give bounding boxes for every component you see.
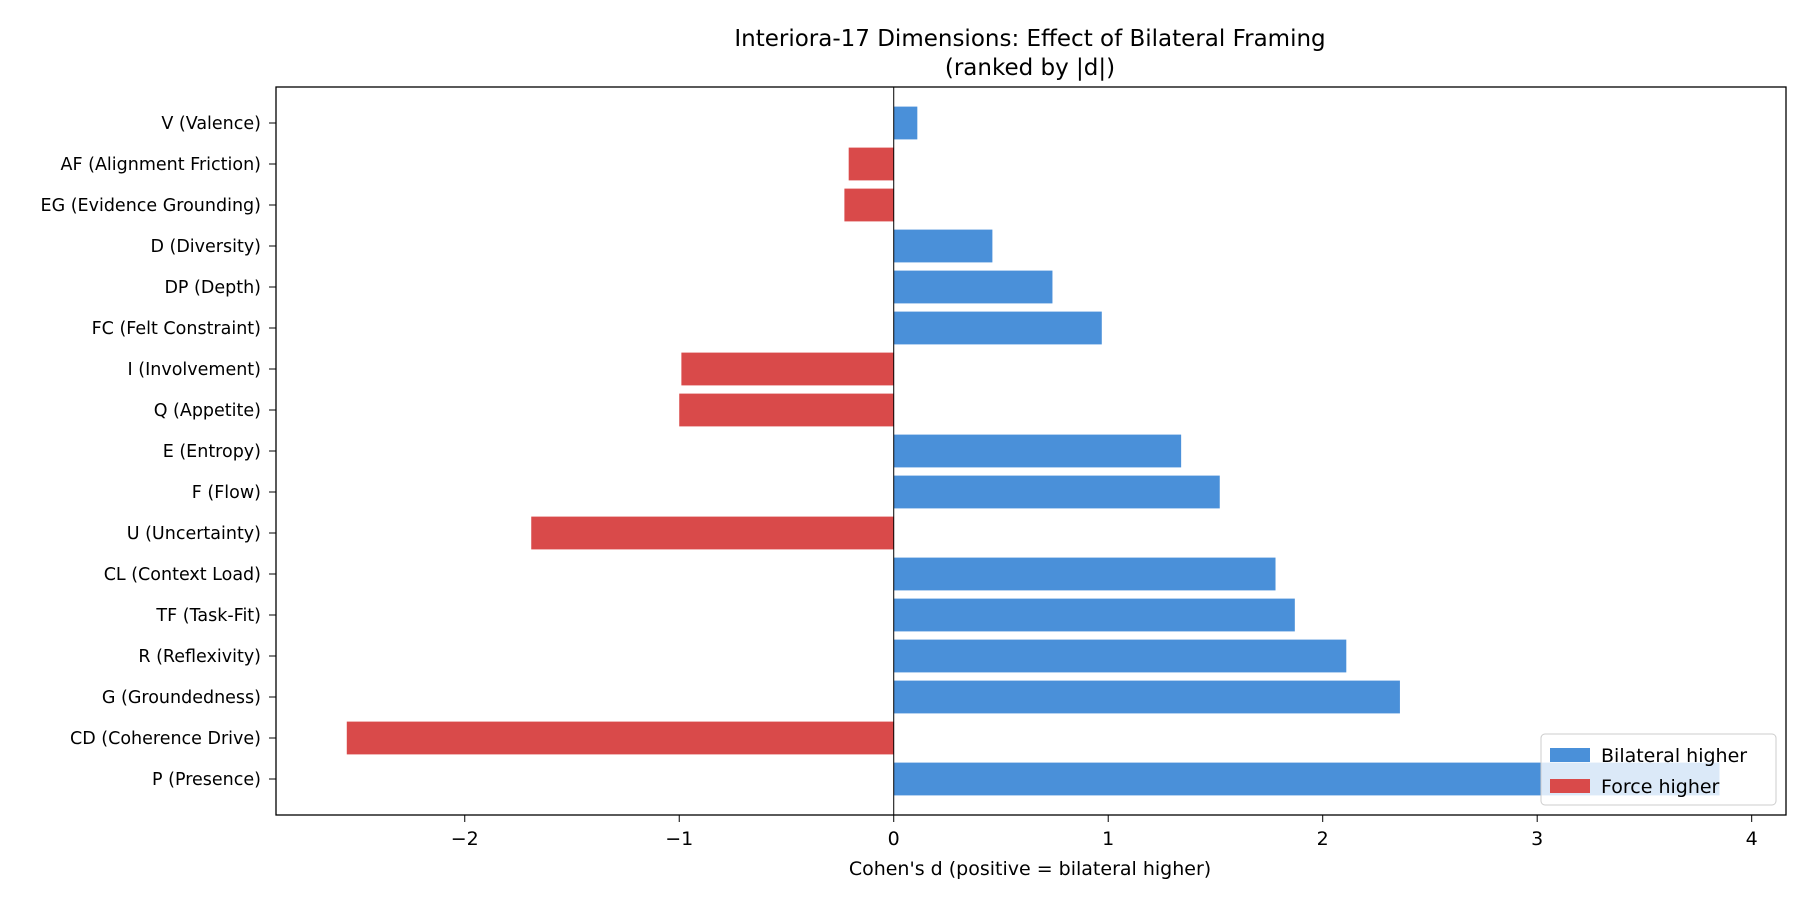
x-axis: −2 −1 0 1 2 3 4 (451, 815, 1758, 850)
y-tick-label: Q (Appetite) (154, 401, 261, 421)
chart-subtitle: (ranked by |d|) (945, 55, 1115, 81)
bar (893, 639, 1347, 673)
bar (893, 434, 1182, 468)
bar (893, 557, 1276, 591)
x-tick-label: 0 (888, 828, 900, 850)
y-tick-label: TF (Task-Fit) (155, 606, 261, 626)
x-tick-label: 4 (1746, 828, 1758, 850)
bar (893, 475, 1220, 509)
legend-swatch (1550, 779, 1590, 793)
y-tick-label: CL (Context Load) (104, 565, 261, 585)
chart-title: Interiora-17 Dimensions: Effect of Bilat… (734, 26, 1325, 52)
y-tick-label: G (Groundedness) (102, 688, 261, 708)
x-tick-label: −1 (665, 828, 693, 850)
legend-label: Force higher (1601, 776, 1720, 798)
y-tick-label: EG (Evidence Grounding) (41, 196, 261, 216)
bar (893, 106, 918, 140)
bar (848, 147, 894, 181)
legend-label: Bilateral higher (1601, 745, 1747, 767)
bar (893, 680, 1400, 714)
y-tick-label: R (Reflexivity) (138, 647, 261, 667)
bar (679, 393, 894, 427)
legend-box (1540, 733, 1777, 806)
y-axis: V (Valence) AF (Alignment Friction) EG (Ev… (41, 114, 276, 790)
x-tick-label: 1 (1102, 828, 1114, 850)
legend-swatch (1550, 748, 1590, 762)
bar (893, 270, 1053, 304)
bar (893, 311, 1102, 345)
y-tick-label: F (Flow) (192, 483, 261, 503)
bar (893, 598, 1295, 632)
x-axis-label: Cohen's d (positive = bilateral higher) (849, 858, 1211, 880)
bar (346, 721, 894, 755)
y-tick-label: D (Diversity) (150, 237, 261, 257)
x-tick-label: 3 (1531, 828, 1543, 850)
y-tick-label: V (Valence) (161, 114, 261, 134)
legend: Bilateral higher Force higher (1540, 733, 1777, 806)
bar (893, 229, 993, 263)
bar (531, 516, 894, 550)
bar (681, 352, 894, 386)
y-tick-label: U (Uncertainty) (127, 524, 261, 544)
bar (844, 188, 894, 222)
bars-group (346, 106, 1720, 796)
x-tick-label: −2 (451, 828, 479, 850)
x-tick-label: 2 (1317, 828, 1329, 850)
y-tick-label: FC (Felt Constraint) (92, 319, 261, 339)
y-tick-label: E (Entropy) (163, 442, 261, 462)
y-tick-label: I (Involvement) (128, 360, 261, 380)
y-tick-label: P (Presence) (152, 770, 261, 790)
y-tick-label: DP (Depth) (164, 278, 261, 298)
y-tick-label: AF (Alignment Friction) (61, 155, 261, 175)
y-tick-label: CD (Coherence Drive) (70, 729, 261, 749)
